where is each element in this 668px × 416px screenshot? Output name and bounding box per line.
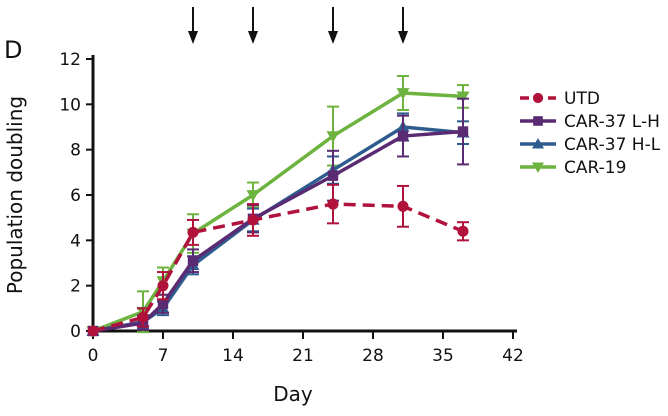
y-tick-label: 8 [70, 141, 81, 161]
y-tick-label: 12 [59, 50, 81, 70]
data-point [87, 325, 99, 337]
legend-marker [533, 116, 543, 126]
x-tick-label: 14 [222, 346, 244, 366]
series-line [92, 202, 464, 333]
legend-label: CAR-37 L-H [564, 112, 660, 132]
arrow-head [398, 31, 408, 44]
legend-marker [532, 92, 544, 104]
data-point [327, 170, 339, 181]
data-point [397, 200, 409, 212]
data-point [326, 131, 340, 143]
data-point [247, 214, 259, 226]
x-tick-label: 0 [88, 346, 99, 366]
legend-label: CAR-37 H-L [564, 135, 661, 155]
data-point [137, 311, 149, 323]
y-tick-label: 4 [70, 231, 81, 251]
plot-series [86, 75, 470, 338]
series-car-37-l-h [87, 97, 469, 337]
axes: 0 2 4 6 8 10 12 0 7 14 21 28 35 42 [59, 50, 523, 366]
x-tick-label: 28 [362, 346, 384, 366]
arrow-head [328, 31, 338, 44]
legend-marker [532, 162, 544, 173]
data-point [396, 88, 410, 100]
y-axis-title: Population doubling [3, 96, 27, 294]
x-axis-title: Day [273, 382, 313, 406]
data-point [327, 198, 339, 210]
arrow-head [248, 31, 258, 44]
y-tick-label: 6 [70, 186, 81, 206]
legend-item: CAR-37 L-H [520, 112, 660, 132]
treatment-arrows [188, 7, 408, 44]
x-tick-label: 35 [432, 346, 454, 366]
x-tick-label: 21 [292, 346, 314, 366]
data-point [457, 126, 469, 137]
x-tick-label: 42 [502, 346, 524, 366]
legend-item: UTD [520, 89, 600, 109]
data-point [246, 190, 260, 202]
data-point [456, 91, 470, 103]
data-point [157, 280, 169, 292]
data-point [187, 226, 199, 238]
legend-label: UTD [564, 89, 600, 109]
data-point [157, 298, 169, 309]
data-point [457, 225, 469, 237]
panel-label: D [4, 36, 22, 64]
legend-marker [532, 138, 544, 149]
data-point [187, 255, 199, 266]
legend-item: CAR-19 [520, 158, 626, 178]
series-line [92, 91, 464, 333]
y-tick-label: 2 [70, 277, 81, 297]
y-tick-label: 0 [70, 322, 81, 342]
legend-item: CAR-37 H-L [520, 135, 661, 155]
y-tick-label: 10 [59, 95, 81, 115]
series-utd [87, 183, 469, 337]
x-tick-label: 7 [158, 346, 169, 366]
y-ticks: 0 2 4 6 8 10 12 [59, 50, 93, 342]
legend: UTD CAR-37 L-H CAR-37 H-L CAR-19 [520, 89, 661, 178]
arrow-head [188, 31, 198, 44]
data-point [397, 130, 409, 142]
x-ticks: 0 7 14 21 28 35 42 [88, 331, 524, 366]
legend-label: CAR-19 [564, 158, 626, 178]
